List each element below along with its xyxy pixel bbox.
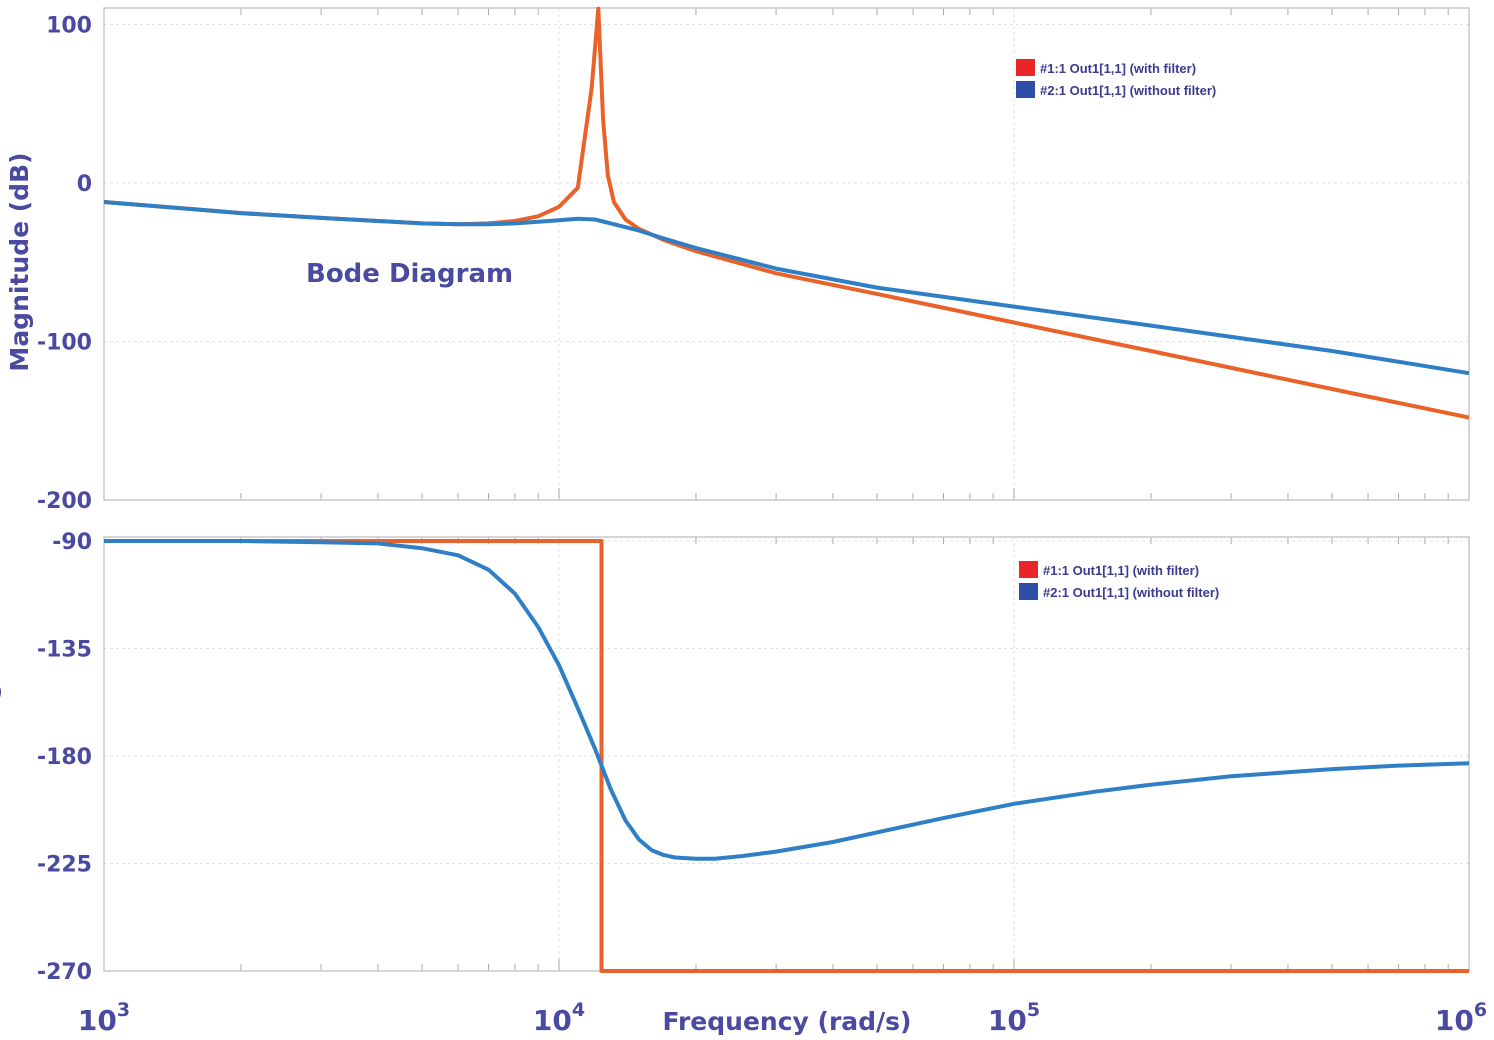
x-tick-exponent: 5	[1027, 999, 1040, 1021]
y-tick-label: -90	[52, 530, 92, 555]
x-tick-base: 10	[1435, 1004, 1474, 1037]
legend-label: #1:1 Out1[1,1] (with filter)	[1040, 61, 1196, 76]
legend-label: #2:1 Out1[1,1] (without filter)	[1040, 83, 1216, 98]
series-line-with-filter	[104, 539, 1469, 973]
series-line-without-filter	[103, 200, 1470, 376]
x-tick-base: 10	[78, 1004, 117, 1037]
x-tick-exponent: 3	[117, 999, 130, 1021]
series-line-with-filter	[103, 6, 1470, 420]
legend-swatch	[1016, 81, 1035, 98]
y-tick-label: -270	[37, 960, 92, 985]
x-tick-label: 106	[1435, 999, 1487, 1037]
legend-label: #2:1 Out1[1,1] (without filter)	[1043, 585, 1219, 600]
axes-frame	[103, 7, 1470, 501]
chart-title: Bode Diagram	[306, 259, 513, 289]
phase-axis-title: Phase (deg)	[0, 670, 2, 839]
x-tick-label: 105	[988, 999, 1040, 1037]
legend-swatch	[1016, 59, 1035, 76]
y-tick-label: 0	[77, 172, 92, 197]
x-tick-exponent: 6	[1474, 999, 1487, 1021]
legend-label: #1:1 Out1[1,1] (with filter)	[1043, 563, 1199, 578]
magnitude-axis-title: Magnitude (dB)	[5, 152, 34, 371]
x-tick-label: 103	[78, 999, 130, 1037]
x-tick-base: 10	[988, 1004, 1027, 1037]
x-tick-exponent: 4	[572, 999, 585, 1021]
y-tick-label: -180	[37, 745, 92, 770]
x-tick-label: 104	[533, 999, 585, 1037]
y-tick-label: -135	[37, 638, 92, 663]
magnitude-panel: 100 0 -100 -200 Magnitude (dB) #1:1 Out1[1,1]…	[5, 6, 1470, 514]
x-tick-base: 10	[533, 1004, 572, 1037]
legend-swatch	[1019, 561, 1038, 578]
y-tick-label: -100	[37, 331, 92, 356]
y-tick-label: -200	[37, 489, 92, 514]
legend-swatch	[1019, 583, 1038, 600]
y-tick-label: 100	[46, 14, 92, 39]
phase-panel: -90 -135 -180 -225 -270 Phase (deg) #1:1 Out1[…	[0, 530, 1470, 985]
series-line-without-filter	[104, 539, 1470, 861]
frequency-axis-title: Frequency (rad/s)	[663, 1007, 912, 1036]
y-tick-label: -225	[37, 853, 92, 878]
axes-frame	[103, 536, 1470, 972]
